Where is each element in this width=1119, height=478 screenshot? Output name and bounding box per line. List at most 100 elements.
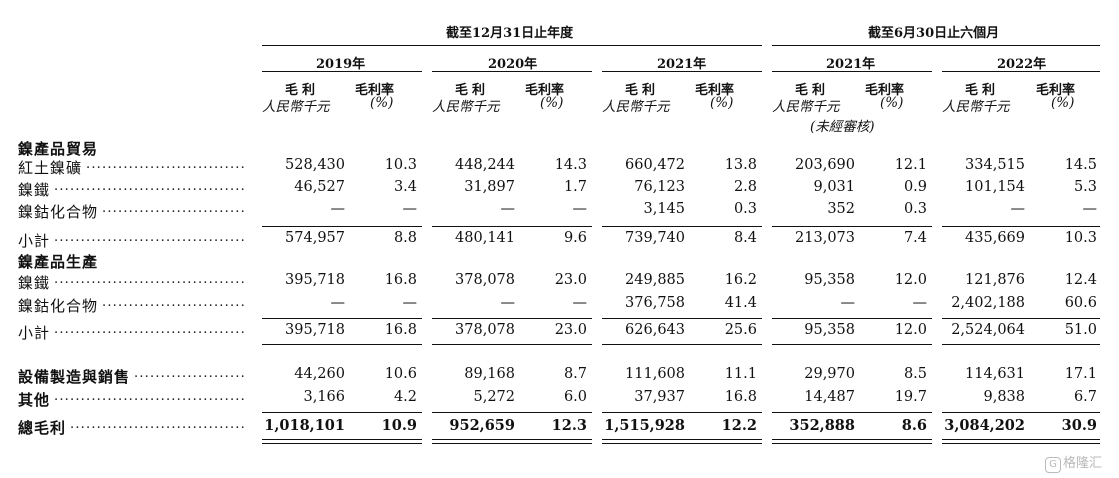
- subtotal-rule: [942, 318, 1100, 319]
- gross-profit-cell: 352: [827, 201, 855, 217]
- margin-cell: 23.0: [554, 272, 587, 288]
- gross-profit-cell: 3,145: [643, 201, 685, 217]
- gross-profit-cell: 37,937: [634, 389, 685, 405]
- year-rule-2021: [602, 71, 762, 72]
- subtotal-bottom-rule: [262, 344, 422, 345]
- col-gross-profit-unit: 人民幣千元: [602, 99, 670, 115]
- col-gross-profit-header: 毛利: [625, 83, 660, 98]
- margin-cell: —: [402, 295, 418, 311]
- gross-profit-cell: —: [1010, 201, 1026, 217]
- gross-profit-cell: 448,244: [455, 157, 515, 173]
- section-heading: 鎳產品生產: [18, 253, 99, 271]
- col-gross-profit-header: 毛利: [965, 83, 1000, 98]
- margin-cell: 16.2: [724, 272, 757, 288]
- row-label: 總毛利: [18, 419, 67, 437]
- margin-cell: 0.9: [903, 179, 927, 195]
- margin-cell: 8.8: [393, 230, 417, 246]
- gross-profit-cell: 626,643: [625, 322, 685, 338]
- gross-profit-cell: 5,272: [473, 389, 515, 405]
- subtotal-bottom-rule: [602, 344, 762, 345]
- gross-profit-cell: 1,515,928: [604, 417, 685, 434]
- gross-profit-cell: 952,659: [449, 417, 515, 434]
- subtotal-rule: [602, 226, 762, 227]
- row-label: 紅土鎳礦: [18, 159, 83, 177]
- subtotal-rule: [432, 318, 592, 319]
- gross-profit-cell: 480,141: [455, 230, 515, 246]
- row-label: 鎳鐵: [18, 181, 51, 199]
- gross-profit-cell: 739,740: [625, 230, 685, 246]
- gross-profit-cell: 111,608: [625, 366, 685, 382]
- margin-cell: 8.4: [733, 230, 757, 246]
- margin-cell: 3.4: [393, 179, 417, 195]
- col-margin-header: 毛利率: [355, 83, 395, 98]
- margin-cell: 10.3: [384, 157, 417, 173]
- subtotal-bottom-rule: [942, 344, 1100, 345]
- col-margin-header: 毛利率: [1036, 83, 1076, 98]
- gross-profit-cell: 3,084,202: [944, 417, 1025, 434]
- row-label: 小計: [18, 324, 51, 342]
- period-year-header: 截至12月31日止年度: [446, 26, 574, 41]
- gross-profit-cell: 29,970: [804, 366, 855, 382]
- subtotal-rule: [262, 318, 422, 319]
- margin-cell: —: [1082, 201, 1098, 217]
- gross-profit-cell: 9,031: [813, 179, 855, 195]
- gross-profit-cell: —: [840, 295, 856, 311]
- subtotal-rule: [772, 318, 932, 319]
- col-margin-unit: (%): [710, 95, 734, 111]
- year-rule-2021-h1: [772, 71, 932, 72]
- watermark: G 格隆汇: [1045, 452, 1102, 473]
- margin-cell: 8.5: [903, 366, 927, 382]
- subtotal-bottom-rule: [772, 344, 932, 345]
- margin-cell: 12.1: [894, 157, 927, 173]
- gross-profit-cell: 44,260: [294, 366, 345, 382]
- dot-leader: ........................................…: [54, 230, 245, 245]
- margin-cell: 30.9: [1061, 417, 1097, 434]
- margin-cell: 6.7: [1073, 389, 1097, 405]
- total-double-rule: [262, 443, 422, 445]
- margin-cell: 16.8: [384, 272, 417, 288]
- row-label: 設備製造與銷售: [18, 368, 131, 386]
- total-top-rule: [262, 412, 422, 413]
- total-double-rule: [772, 443, 932, 445]
- total-top-rule: [942, 412, 1100, 413]
- subtotal-rule: [772, 226, 932, 227]
- gross-profit-cell: 378,078: [455, 322, 515, 338]
- col-gross-profit-unit: 人民幣千元: [432, 99, 500, 115]
- gross-profit-cell: 528,430: [285, 157, 345, 173]
- year-2021: 2021年: [657, 57, 707, 72]
- year-rule-2022-h1: [942, 71, 1100, 72]
- margin-cell: 1.7: [563, 179, 587, 195]
- margin-cell: 4.2: [393, 389, 417, 405]
- gross-profit-cell: 395,718: [285, 322, 345, 338]
- margin-cell: 17.1: [1064, 366, 1097, 382]
- dot-leader: ........................................…: [54, 389, 245, 404]
- margin-cell: 41.4: [724, 295, 757, 311]
- margin-cell: 12.4: [1064, 272, 1097, 288]
- col-gross-profit-unit: 人民幣千元: [942, 99, 1010, 115]
- year-2019: 2019年: [316, 57, 366, 72]
- margin-cell: 7.4: [903, 230, 927, 246]
- row-label: 鎳鈷化合物: [18, 297, 99, 315]
- gross-profit-cell: —: [330, 201, 346, 217]
- margin-cell: 10.9: [381, 417, 417, 434]
- gross-profit-cell: 89,168: [464, 366, 515, 382]
- col-margin-unit: (%): [1051, 95, 1075, 111]
- gross-profit-cell: 395,718: [285, 272, 345, 288]
- row-label: 鎳鈷化合物: [18, 203, 99, 221]
- year-2022-h1: 2022年: [997, 57, 1047, 72]
- col-margin-header: 毛利率: [865, 83, 905, 98]
- gross-profit-cell: 3,166: [303, 389, 345, 405]
- total-double-rule: [942, 443, 1100, 445]
- gross-profit-cell: 76,123: [634, 179, 685, 195]
- margin-cell: 16.8: [724, 389, 757, 405]
- subtotal-rule: [602, 318, 762, 319]
- margin-cell: —: [912, 295, 928, 311]
- col-margin-header: 毛利率: [695, 83, 735, 98]
- margin-cell: 0.3: [903, 201, 927, 217]
- gross-profit-cell: 203,690: [795, 157, 855, 173]
- subtotal-rule: [942, 226, 1100, 227]
- dot-leader: ........................................…: [54, 322, 245, 337]
- year-rule-2020: [432, 71, 592, 72]
- total-double-rule: [432, 443, 592, 445]
